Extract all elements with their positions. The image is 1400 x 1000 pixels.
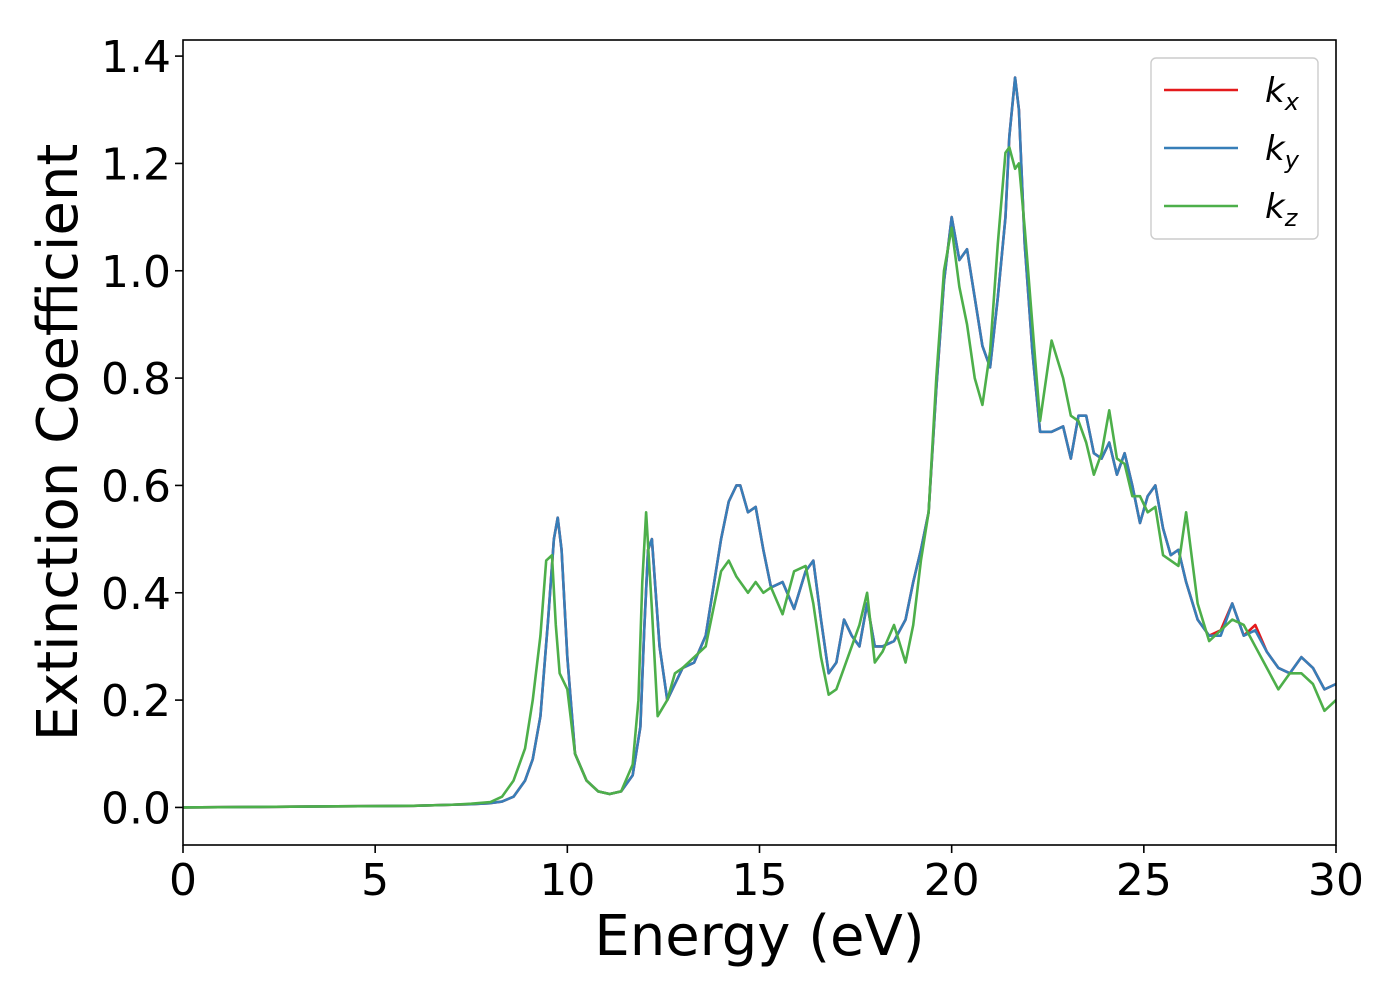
series-layer xyxy=(183,76,1336,809)
legend-label-x: kx xyxy=(1265,71,1300,116)
legend: kx ky kz xyxy=(1150,57,1319,240)
y-tick-label: 1.2 xyxy=(101,139,171,190)
x-axis-title: Energy (eV) xyxy=(594,904,924,969)
x-tick-label: 20 xyxy=(924,855,980,906)
legend-label-z: kz xyxy=(1265,187,1299,232)
x-tick-label: 10 xyxy=(539,855,595,906)
x-tick-label: 0 xyxy=(169,855,197,906)
y-tick-label: 0.6 xyxy=(101,461,171,512)
y-tick-label: 0.4 xyxy=(101,569,171,620)
x-tick-label: 25 xyxy=(1116,855,1172,906)
x-tick-label: 30 xyxy=(1308,855,1364,906)
y-axis-title: Extinction Coefficient xyxy=(26,144,91,742)
y-tick-label: 0.0 xyxy=(101,783,171,834)
x-axis: 0 5 10 15 20 25 30 xyxy=(169,845,1364,906)
y-tick-label: 1.0 xyxy=(101,247,171,298)
y-tick-label: 0.2 xyxy=(101,676,171,727)
series-line-z xyxy=(183,146,1336,809)
y-axis: 0.0 0.2 0.4 0.6 0.8 1.0 1.2 1.4 xyxy=(101,32,183,834)
y-tick-label: 1.4 xyxy=(101,32,171,83)
legend-label-y: ky xyxy=(1265,129,1300,174)
y-tick-label: 0.8 xyxy=(101,354,171,405)
x-tick-label: 15 xyxy=(732,855,788,906)
x-tick-label: 5 xyxy=(361,855,389,906)
